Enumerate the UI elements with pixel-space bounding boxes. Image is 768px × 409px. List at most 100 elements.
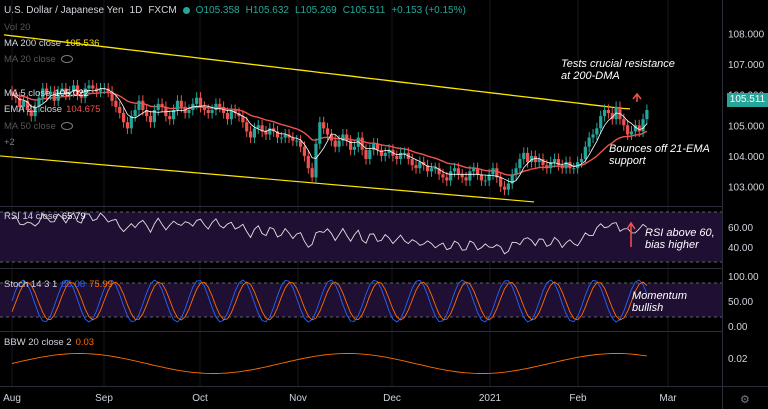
candle-body	[18, 97, 22, 107]
candle-body	[506, 183, 510, 190]
candle-body	[98, 88, 103, 92]
candle-body	[137, 100, 141, 110]
time-tick-label: Nov	[289, 393, 307, 404]
candle-body	[314, 143, 318, 178]
legend-ema21[interactable]: EMA 21 close 104.675	[4, 104, 100, 115]
candle-body	[449, 171, 453, 181]
candle-body	[322, 122, 326, 129]
interval[interactable]: 1D	[129, 5, 143, 16]
time-tick-label: Oct	[192, 393, 208, 404]
candle-body	[118, 106, 122, 114]
candle-body	[418, 162, 422, 169]
pane-divider	[0, 268, 722, 269]
candle-body	[591, 134, 595, 138]
up-arrow-icon	[626, 221, 636, 247]
bbw-label: BBW 20 close 2	[4, 337, 72, 348]
candle-body	[133, 109, 137, 117]
annotation-rsi: RSI above 60, bias higher	[645, 227, 715, 251]
candle-body	[399, 152, 403, 160]
candle-body	[21, 100, 26, 107]
price-tick-label: 107.000	[728, 60, 765, 71]
candle-body	[529, 155, 534, 163]
legend-ma50-label: MA 50 close	[4, 121, 56, 132]
candle-body	[425, 165, 430, 172]
bbw-line	[11, 353, 647, 374]
candle-body	[60, 88, 64, 92]
candle-body	[549, 162, 553, 169]
ohlc-low: L105.269	[294, 5, 337, 16]
candle-body	[129, 116, 133, 129]
stoch-d-line	[11, 281, 648, 321]
candle-body	[125, 122, 130, 129]
rsi-tick-label: 60.00	[728, 223, 753, 234]
price-pane	[0, 34, 649, 203]
legend-ma20[interactable]: MA 20 close	[4, 54, 73, 65]
candle-body	[622, 119, 626, 126]
symbol-name[interactable]: U.S. Dollar / Japanese Yen	[4, 5, 124, 16]
ohlc-change: +0.153 (+0.15%)	[391, 5, 466, 16]
ohlc-close: C105.511	[342, 5, 386, 16]
stoch-k-value: 85.08	[61, 279, 86, 290]
candle-body	[210, 109, 214, 114]
annotation-line: RSI above 60,	[645, 227, 715, 239]
candle-body	[514, 168, 518, 175]
legend-ma5-value: 105.022	[54, 88, 89, 99]
hidden-eye-icon[interactable]	[60, 122, 73, 131]
legend-ma5[interactable]: MA 5 close 105.022	[4, 88, 89, 99]
chart-header: U.S. Dollar / Japanese Yen 1D FXCM O105.…	[4, 5, 466, 16]
candle-body	[510, 174, 514, 184]
candle-body	[195, 97, 199, 104]
legend-vol[interactable]: Vol 20	[4, 22, 30, 33]
rsi-legend[interactable]: RSI 14 close 65.79	[4, 211, 86, 222]
candle-body	[341, 134, 345, 141]
candle-body	[33, 106, 37, 117]
candle-body	[260, 125, 264, 132]
candle-body	[145, 109, 149, 117]
candle-body	[168, 116, 172, 120]
annotation-line: bias higher	[645, 239, 699, 251]
axes: Aug Sep Oct Nov Dec 2021 Feb Mar 108.000 107.000 1…	[3, 29, 764, 404]
candle-body	[291, 137, 295, 141]
candle-body	[214, 103, 218, 110]
legend-hidden-count[interactable]: +2	[4, 137, 15, 148]
stoch-legend[interactable]: Stoch 14 3 1 85.08 75.99	[4, 279, 113, 290]
candle-body	[433, 168, 437, 170]
legend-ma200-value: 105.536	[65, 38, 100, 49]
candle-body	[595, 128, 599, 135]
stoch-label: Stoch 14 3 1	[4, 279, 58, 290]
candle-body	[352, 146, 357, 150]
price-tick-label: 105.000	[728, 121, 765, 132]
legend-ma200-label: MA 200 close	[4, 38, 62, 49]
pane-divider	[0, 331, 722, 332]
candle-body	[410, 159, 414, 166]
candle-body	[552, 159, 557, 163]
ma200-line	[3, 34, 631, 110]
candle-body	[472, 168, 476, 172]
annotation-stoch: Momentum bullish	[632, 290, 687, 314]
price-tick-label: 104.000	[728, 152, 765, 163]
candle-body	[198, 97, 203, 107]
bbw-value: 0.03	[75, 337, 95, 348]
stoch-k-line	[11, 279, 648, 323]
candle-body	[83, 88, 87, 98]
hidden-eye-icon[interactable]	[60, 55, 73, 64]
candle-body	[121, 113, 126, 123]
candle-body	[252, 128, 257, 138]
rsi-value: 65.79	[61, 211, 86, 222]
candle-body	[10, 91, 14, 95]
current-price-tag: 105.511	[727, 93, 768, 107]
legend-ma50[interactable]: MA 50 close	[4, 121, 73, 132]
time-tick-label: Sep	[95, 393, 113, 404]
candle-body	[456, 168, 460, 175]
ohlc-open: O105.358	[195, 5, 240, 16]
candle-body	[152, 109, 156, 123]
legend-ma200[interactable]: MA 200 close 105.536	[4, 38, 99, 49]
bbw-legend[interactable]: BBW 20 close 2 0.03	[4, 337, 94, 348]
settings-gear-icon[interactable]: ⚙	[740, 394, 750, 406]
candle-body	[618, 106, 622, 120]
candle-body	[245, 122, 249, 132]
candle-body	[337, 140, 341, 147]
stoch-tick-label: 100.00	[728, 272, 759, 283]
candle-body	[487, 174, 491, 181]
